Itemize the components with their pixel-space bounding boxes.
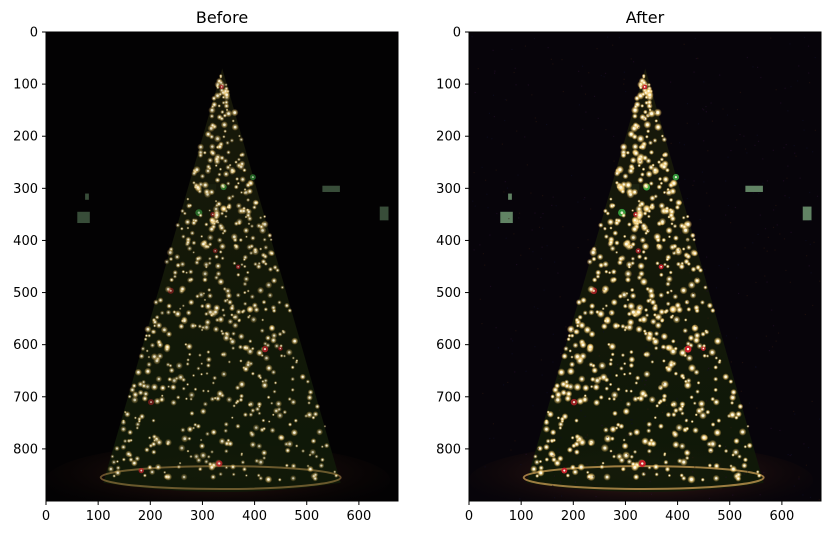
x-tick-label: 0 xyxy=(465,509,473,524)
y-tick-label: 100 xyxy=(13,78,38,93)
x-tick-label: 300 xyxy=(613,509,638,524)
axes-frame xyxy=(45,31,399,502)
x-tick-label: 500 xyxy=(717,509,742,524)
x-tick-label: 100 xyxy=(86,509,111,524)
x-tick-label: 400 xyxy=(242,509,267,524)
y-tick-label: 300 xyxy=(13,182,38,197)
panel-title: Before xyxy=(196,8,248,27)
panel-before: Before 0 100 200 300 400 500 600 0 100 200 300 400 50… xyxy=(13,8,399,524)
y-tick-label: 100 xyxy=(436,78,461,93)
x-tick-label: 600 xyxy=(346,509,371,524)
panel-title: After xyxy=(626,8,665,27)
x-tick-label: 400 xyxy=(665,509,690,524)
y-tick-label: 0 xyxy=(453,26,461,41)
x-tick-label: 0 xyxy=(42,509,50,524)
y-tick-label: 700 xyxy=(436,390,461,405)
y-tick-label: 600 xyxy=(436,338,461,353)
x-tick-label: 200 xyxy=(561,509,586,524)
x-tick-label: 200 xyxy=(138,509,163,524)
x-tick-label: 300 xyxy=(190,509,215,524)
y-tick-label: 800 xyxy=(436,442,461,457)
photo xyxy=(469,32,821,501)
y-tick-label: 400 xyxy=(13,234,38,249)
y-tick-label: 400 xyxy=(436,234,461,249)
y-tick-label: 200 xyxy=(436,130,461,145)
x-tick-label: 600 xyxy=(769,509,794,524)
y-tick-label: 600 xyxy=(13,338,38,353)
y-tick-label: 300 xyxy=(436,182,461,197)
y-tick-label: 800 xyxy=(13,442,38,457)
panel-after: After 0 100 200 300 400 500 600 0 100 200 300 400 500… xyxy=(436,8,822,524)
y-tick-label: 700 xyxy=(13,390,38,405)
axes-frame xyxy=(468,31,822,502)
y-tick-label: 0 xyxy=(30,26,38,41)
y-tick-label: 200 xyxy=(13,130,38,145)
y-tick-label: 500 xyxy=(436,286,461,301)
x-tick-label: 100 xyxy=(509,509,534,524)
photo xyxy=(46,32,398,501)
x-tick-label: 500 xyxy=(294,509,319,524)
y-tick-label: 500 xyxy=(13,286,38,301)
